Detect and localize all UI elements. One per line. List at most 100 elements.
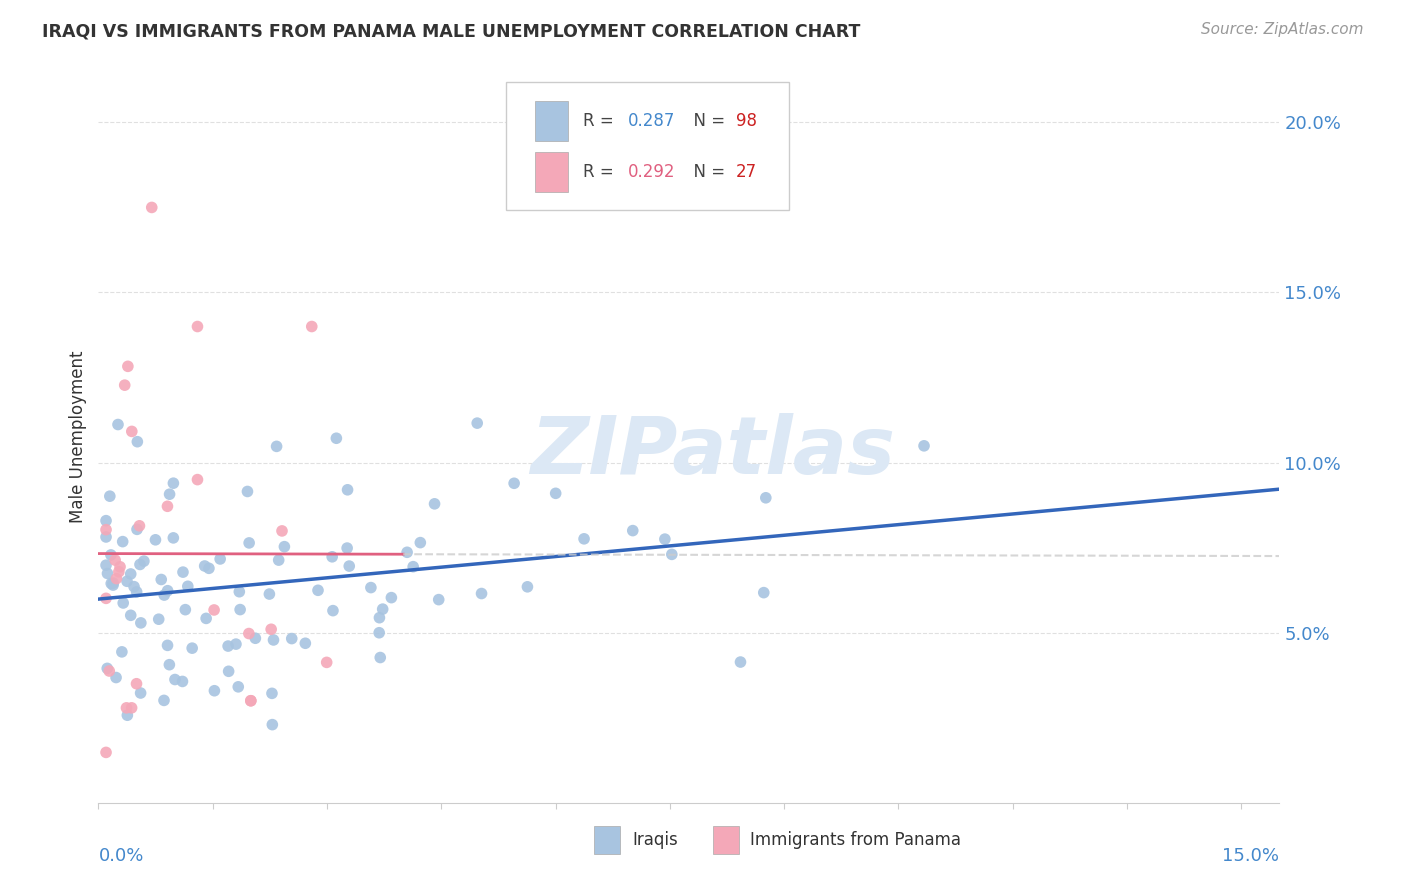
Point [503,476,526,491]
Point [177,579,200,593]
Point [104,553,127,567]
Point [572,532,595,546]
Point [368,610,391,624]
Point [94,523,117,537]
Point [157,657,180,672]
Point [148,612,170,626]
Point [654,532,676,546]
Point [218,665,240,679]
Point [156,500,179,514]
Point [229,602,252,616]
Point [752,585,775,599]
Point [236,484,259,499]
Point [108,565,131,579]
Point [159,487,181,501]
Point [195,611,218,625]
Point [120,608,142,623]
Point [755,491,778,505]
Point [156,583,179,598]
Text: Iraqis: Iraqis [633,831,678,849]
Point [181,641,204,656]
Point [105,572,128,586]
Point [202,603,225,617]
Point [141,201,163,215]
Point [153,693,176,707]
Text: 0.0%: 0.0% [98,847,143,864]
Point [162,531,184,545]
Point [172,674,194,689]
Point [322,604,344,618]
Text: 0.292: 0.292 [627,163,675,181]
Point [156,639,179,653]
Text: 0.287: 0.287 [627,112,675,129]
Point [271,524,294,538]
Point [321,549,343,564]
Point [94,745,117,759]
Point [238,536,260,550]
Point [111,645,134,659]
Point [117,359,139,374]
Point [107,417,129,432]
Point [94,591,117,606]
FancyBboxPatch shape [506,82,789,211]
Point [238,626,260,640]
Text: IRAQI VS IMMIGRANTS FROM PANAMA MALE UNEMPLOYMENT CORRELATION CHART: IRAQI VS IMMIGRANTS FROM PANAMA MALE UNE… [42,22,860,40]
Point [209,552,232,566]
Point [98,664,121,678]
Point [402,559,425,574]
Text: Immigrants from Panama: Immigrants from Panama [751,831,962,849]
Point [281,632,304,646]
Point [194,559,217,574]
Point [186,473,208,487]
Point [145,533,167,547]
Point [301,319,323,334]
Point [127,434,149,449]
FancyBboxPatch shape [536,101,568,141]
Point [516,580,538,594]
Point [263,632,285,647]
Point [115,701,138,715]
Point [368,625,391,640]
Point [96,661,118,675]
Text: 27: 27 [737,163,758,181]
Point [259,587,281,601]
Point [125,522,148,536]
Point [105,671,128,685]
Point [912,439,935,453]
Point [239,694,262,708]
Point [198,561,221,575]
Text: R =: R = [582,163,619,181]
Text: N =: N = [683,112,730,129]
Point [96,566,118,581]
Point [267,553,290,567]
Point [132,554,155,568]
Text: 15.0%: 15.0% [1222,847,1279,864]
Point [239,694,262,708]
Point [129,686,152,700]
Point [117,708,139,723]
Point [661,547,683,561]
Point [204,683,226,698]
Point [162,476,184,491]
Point [217,639,239,653]
Point [336,541,359,555]
Point [228,584,250,599]
Point [273,540,295,554]
Point [98,489,121,503]
Point [125,585,148,599]
Text: ZIPatlas: ZIPatlas [530,413,896,491]
Point [225,637,247,651]
Point [101,576,124,591]
Point [325,431,347,445]
Point [360,581,382,595]
Point [100,576,122,591]
Text: N =: N = [683,163,730,181]
Point [115,574,138,589]
Point [121,425,143,439]
Point [94,558,117,573]
FancyBboxPatch shape [536,152,568,192]
Point [266,439,288,453]
Point [730,655,752,669]
Point [108,559,131,574]
Point [423,497,446,511]
